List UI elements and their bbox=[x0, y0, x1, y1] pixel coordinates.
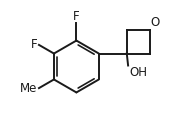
Text: F: F bbox=[73, 10, 80, 23]
Text: OH: OH bbox=[129, 66, 147, 79]
Text: Me: Me bbox=[20, 82, 38, 95]
Text: F: F bbox=[31, 38, 38, 51]
Text: O: O bbox=[151, 16, 160, 29]
